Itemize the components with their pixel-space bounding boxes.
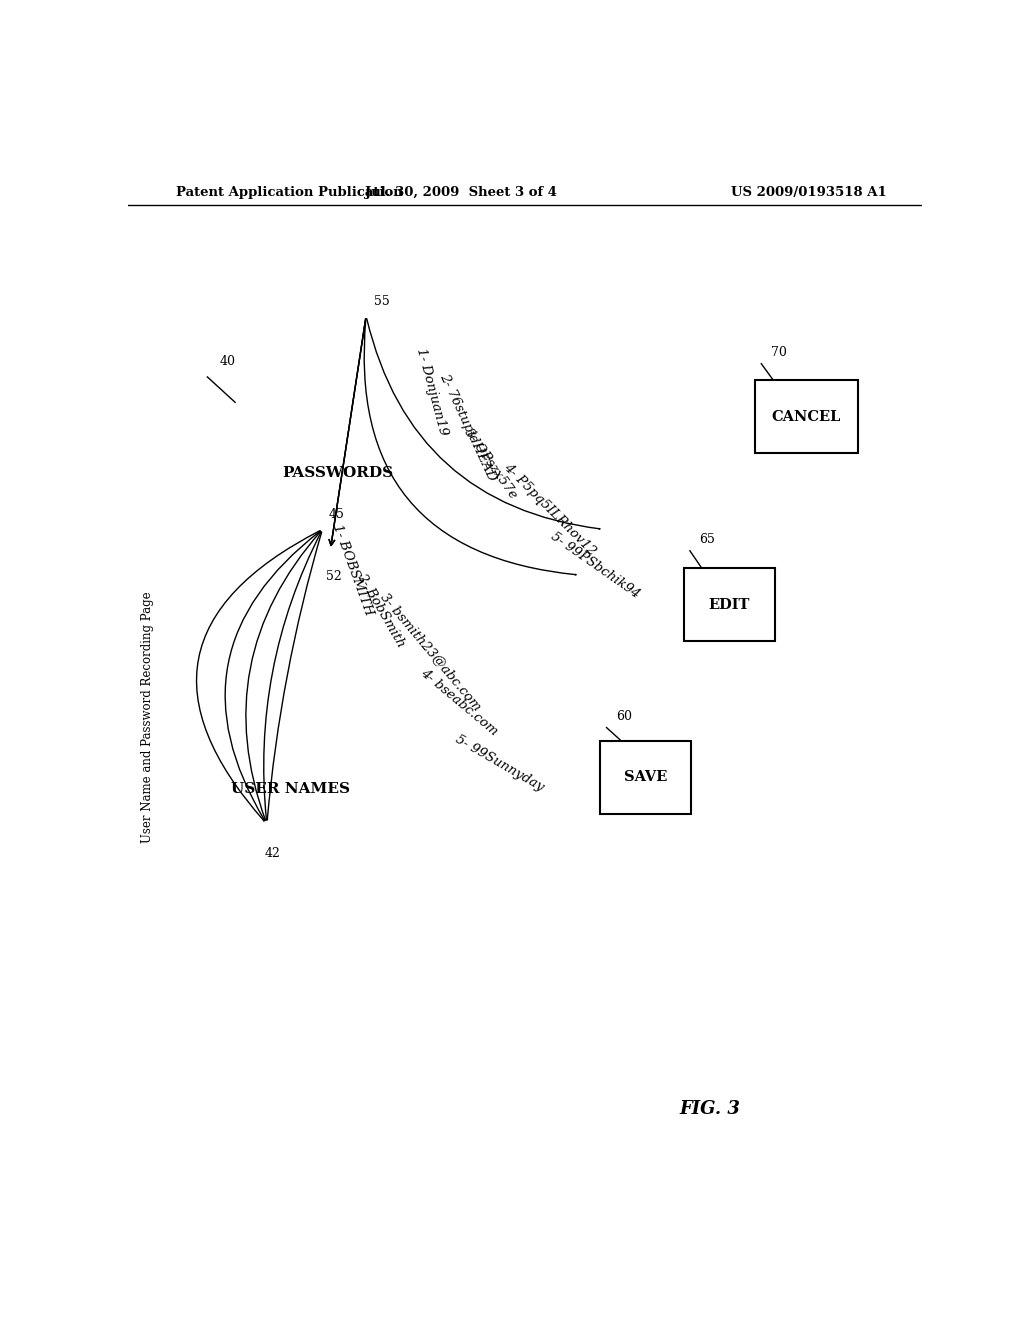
- Text: 60: 60: [616, 710, 632, 722]
- FancyArrowPatch shape: [197, 531, 319, 821]
- Text: 42: 42: [264, 846, 281, 859]
- Text: 5- 99PSbchik94: 5- 99PSbchik94: [549, 529, 642, 601]
- Text: 4- bseabc.com: 4- bseabc.com: [418, 667, 500, 738]
- Text: Patent Application Publication: Patent Application Publication: [176, 186, 402, 199]
- Text: 5- 99Sunnyday: 5- 99Sunnyday: [454, 733, 547, 793]
- FancyArrowPatch shape: [246, 532, 321, 820]
- Text: SAVE: SAVE: [625, 771, 668, 784]
- Text: 55: 55: [374, 294, 390, 308]
- Bar: [600, 741, 691, 814]
- Bar: [755, 380, 858, 453]
- Text: 52: 52: [327, 570, 342, 583]
- Text: EDIT: EDIT: [709, 598, 750, 611]
- Text: FIG. 3: FIG. 3: [680, 1100, 740, 1118]
- Text: 1- Donjuan19: 1- Donjuan19: [414, 347, 450, 437]
- Text: 3- bsmith23@abc.com: 3- bsmith23@abc.com: [378, 590, 483, 713]
- Text: US 2009/0193518 A1: US 2009/0193518 A1: [731, 186, 887, 199]
- Text: 40: 40: [219, 355, 236, 368]
- Text: Jul. 30, 2009  Sheet 3 of 4: Jul. 30, 2009 Sheet 3 of 4: [366, 186, 557, 199]
- Text: 45: 45: [329, 508, 345, 521]
- Text: CANCEL: CANCEL: [772, 409, 841, 424]
- FancyArrowPatch shape: [264, 532, 322, 820]
- Text: 70: 70: [771, 346, 786, 359]
- Text: 1- BOBSMITH: 1- BOBSMITH: [331, 523, 376, 618]
- FancyArrowPatch shape: [225, 531, 321, 821]
- Text: User Name and Password Recording Page: User Name and Password Recording Page: [141, 591, 155, 843]
- Text: 4- P5pq5ILRhov12: 4- P5pq5ILRhov12: [501, 461, 598, 557]
- Bar: [684, 568, 775, 642]
- FancyArrowPatch shape: [367, 318, 600, 529]
- Text: 2- BobSmith: 2- BobSmith: [354, 572, 408, 649]
- Text: PASSWORDS: PASSWORDS: [283, 466, 394, 480]
- FancyArrowPatch shape: [267, 532, 322, 820]
- Text: USER NAMES: USER NAMES: [231, 781, 350, 796]
- Text: 65: 65: [699, 533, 716, 545]
- FancyArrowPatch shape: [365, 318, 577, 576]
- Text: 2- 76stupidHEAD: 2- 76stupidHEAD: [437, 372, 499, 483]
- Text: 3- OPszx57e: 3- OPszx57e: [461, 426, 519, 500]
